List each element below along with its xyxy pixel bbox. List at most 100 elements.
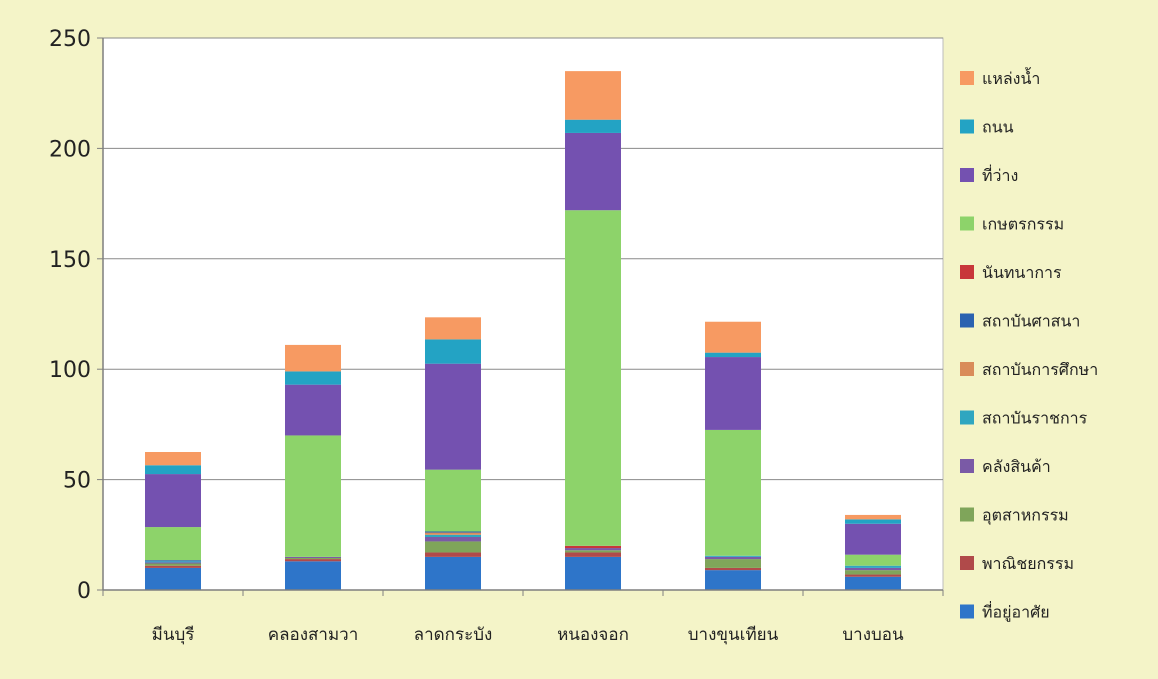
legend-label: ที่ว่าง xyxy=(982,164,1018,185)
legend-swatch xyxy=(960,459,974,473)
y-tick-label: 150 xyxy=(49,248,91,273)
bar-segment xyxy=(705,357,761,430)
legend-label: นันทนาการ xyxy=(982,263,1062,282)
bar-segment xyxy=(565,545,621,549)
bar-segment xyxy=(845,554,901,566)
bar-segment xyxy=(565,210,621,546)
bar-segment xyxy=(425,339,481,364)
x-tick-label: บางบอน xyxy=(842,625,904,645)
bar-segment xyxy=(145,560,201,562)
bar-segment xyxy=(565,552,621,557)
legend-item: พาณิชยกรรม xyxy=(960,554,1074,573)
legend-label: สถาบันราชการ xyxy=(982,409,1088,428)
bar-segment xyxy=(705,559,761,568)
y-tick-label: 250 xyxy=(49,27,91,52)
bar-segment xyxy=(705,321,761,353)
legend-swatch xyxy=(960,216,974,231)
bar-segment xyxy=(425,537,481,542)
legend-swatch xyxy=(960,362,974,376)
bar-segment xyxy=(705,429,761,556)
bar-segment xyxy=(705,352,761,358)
x-axis-tick-labels: มีนบุรี คลองสามวา ลาดกระบัง หนองจอก บางขุนเท… xyxy=(102,590,944,645)
legend-swatch xyxy=(960,168,974,182)
legend-item: สถาบันการศึกษา xyxy=(960,360,1098,379)
legend-swatch xyxy=(960,507,974,522)
legend-label: สถาบันการศึกษา xyxy=(982,360,1098,379)
x-tick-label: มีนบุรี xyxy=(152,625,195,645)
y-tick-label: 100 xyxy=(49,358,91,383)
y-tick-label: 50 xyxy=(63,469,91,494)
legend-item: เกษตรกรรม xyxy=(960,215,1064,234)
bar-segment xyxy=(565,550,621,553)
bar-segment xyxy=(705,567,761,571)
legend-item: ที่อยู่อาศัย xyxy=(960,601,1050,623)
bar-segment xyxy=(565,132,621,211)
bar-segment xyxy=(425,541,481,553)
bar-segment xyxy=(565,556,621,590)
bar-segment xyxy=(145,465,201,475)
bar-segment xyxy=(845,523,901,555)
bar-segment xyxy=(845,576,901,590)
bar-segment xyxy=(845,574,901,577)
y-tick-label: 200 xyxy=(49,137,91,162)
bar-segment xyxy=(705,555,761,557)
legend-label: ถนน xyxy=(982,118,1014,137)
legend-swatch xyxy=(960,604,974,619)
x-tick-label: หนองจอก xyxy=(557,625,629,645)
legend-swatch xyxy=(960,119,974,134)
bar-segment xyxy=(845,570,901,575)
legend-item: ถนน xyxy=(960,118,1014,137)
legend-item: สถาบันราชการ xyxy=(960,409,1088,428)
x-tick-label: บางขุนเทียน xyxy=(688,625,779,645)
bar-segment xyxy=(565,71,621,120)
legend-item: สถาบันศาสนา xyxy=(960,312,1080,331)
bar-segment xyxy=(425,317,481,340)
bar-segment xyxy=(285,344,341,372)
bar-segment xyxy=(845,519,901,524)
x-tick-label: ลาดกระบัง xyxy=(414,625,493,645)
bar-segment xyxy=(425,534,481,538)
legend-swatch xyxy=(960,313,974,328)
bar-segment xyxy=(425,363,481,470)
bar-segment xyxy=(845,514,901,520)
bar-segment xyxy=(705,556,761,560)
bar-segment xyxy=(285,561,341,590)
legend-label: ที่อยู่อาศัย xyxy=(982,601,1050,623)
legend-label: แหล่งน้ำ xyxy=(982,67,1040,88)
bar-segment xyxy=(145,527,201,561)
x-tick-label: คลองสามวา xyxy=(268,625,359,645)
bar-segment xyxy=(285,557,341,560)
legend-swatch xyxy=(960,265,974,279)
legend-swatch xyxy=(960,410,974,425)
bar-segment xyxy=(425,531,481,533)
legend-swatch xyxy=(960,556,974,570)
y-tick-label: 0 xyxy=(77,579,91,604)
bar-segment xyxy=(425,556,481,590)
legend-label: สถาบันศาสนา xyxy=(982,312,1080,331)
bar-segment xyxy=(845,565,901,568)
bar-segment xyxy=(145,561,201,563)
bar-segment xyxy=(145,565,201,568)
bar-segment xyxy=(425,532,481,535)
bar-segment xyxy=(145,474,201,528)
legend-label: อุตสาหกรรม xyxy=(982,506,1069,526)
legend-label: เกษตรกรรม xyxy=(982,215,1064,234)
y-axis-tick-labels: 0 50 100 150 200 250 xyxy=(49,27,103,604)
bar-segment xyxy=(285,371,341,385)
bar-segment xyxy=(705,570,761,590)
bar-segment xyxy=(145,563,201,566)
legend-swatch xyxy=(960,71,974,85)
legend-item: คลังสินค้า xyxy=(960,457,1051,476)
legend-item: นันทนาการ xyxy=(960,263,1062,282)
legend-item: อุตสาหกรรม xyxy=(960,506,1069,526)
bar-segment xyxy=(285,559,341,562)
plot-area xyxy=(102,37,944,591)
bar-segment xyxy=(285,384,341,436)
bar-segment xyxy=(285,556,341,558)
legend: แหล่งน้ำถนนที่ว่างเกษตรกรรมนันทนาการสถาบ… xyxy=(960,67,1098,623)
bar-segment xyxy=(425,552,481,557)
bar-segment xyxy=(565,119,621,133)
gridlines xyxy=(103,37,943,481)
